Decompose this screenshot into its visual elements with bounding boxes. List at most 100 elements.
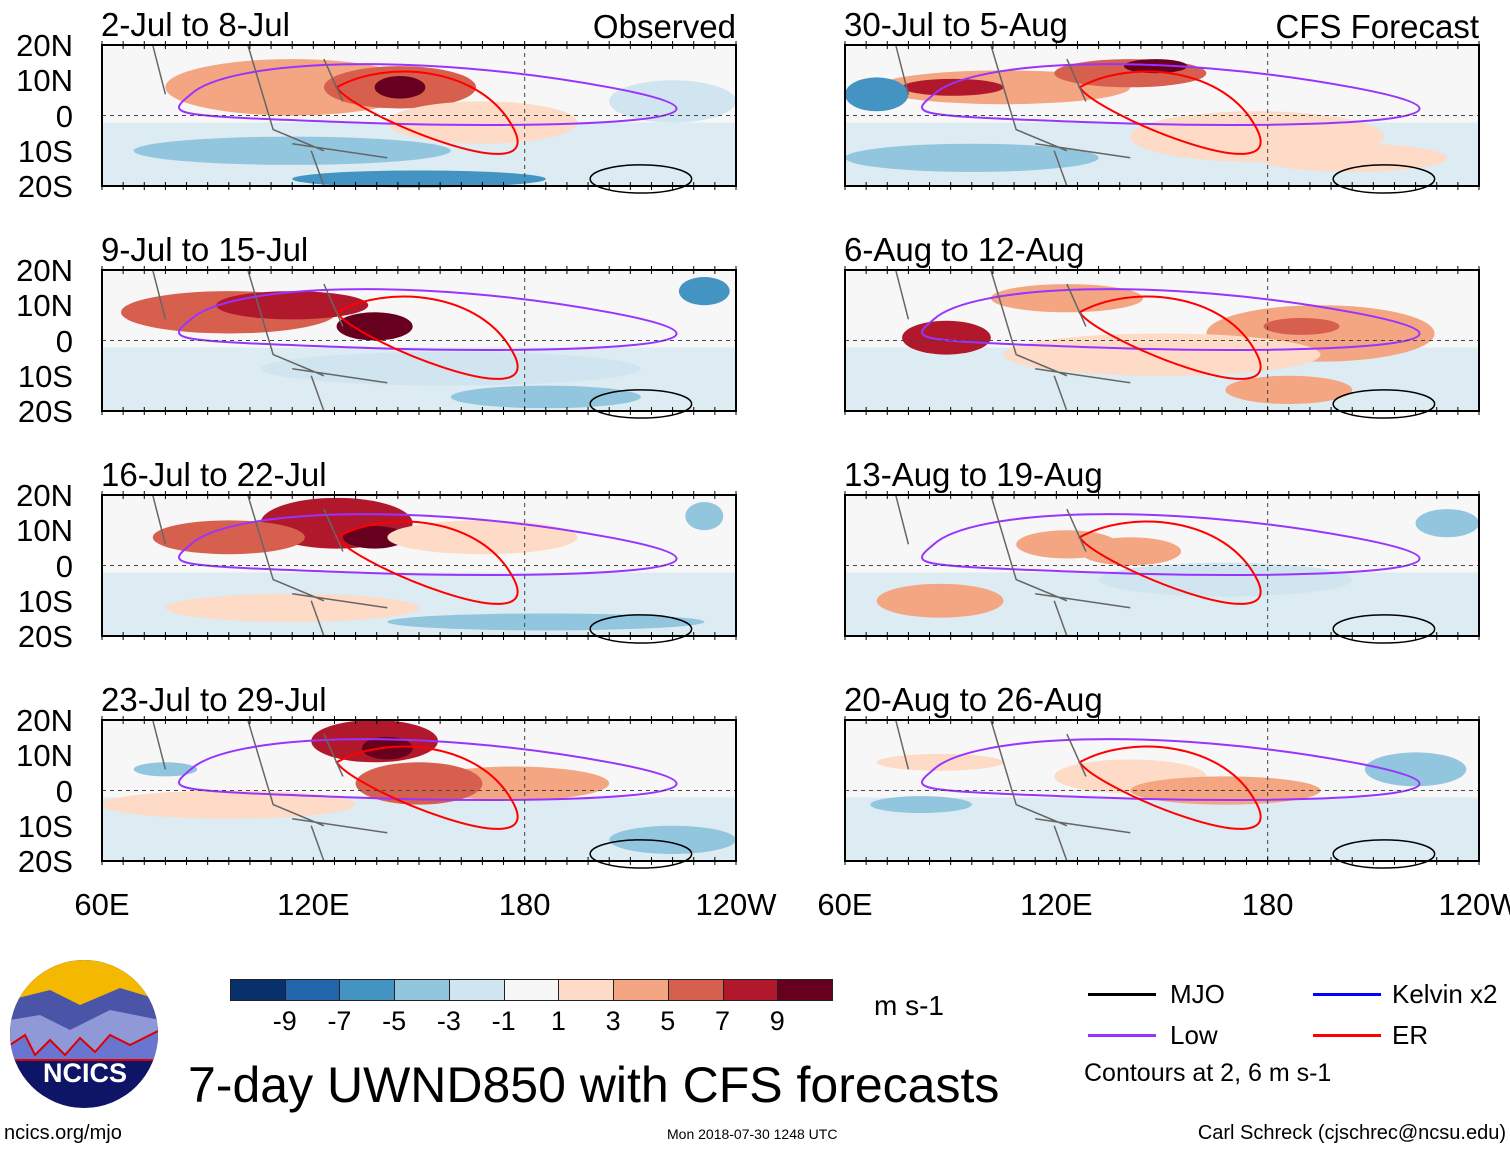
colorbar-tick: 7: [715, 1006, 731, 1036]
coastline: [894, 269, 1131, 412]
mjo-contour: [589, 839, 693, 869]
colorbar-swatch: [667, 979, 724, 1001]
coastline: [151, 494, 388, 637]
low-contour: [178, 738, 678, 802]
lat-label: 20N: [16, 703, 73, 738]
mjo-contour: [589, 614, 693, 644]
footer-url[interactable]: ncics.org/mjo: [4, 1122, 122, 1144]
colorbar-tick: 9: [769, 1006, 785, 1036]
map-panel: [844, 266, 1480, 419]
coastline: [151, 44, 388, 187]
low-contour: [921, 513, 1421, 577]
colorbar-swatch: [230, 979, 286, 1001]
panel-title: 9-Jul to 15-Jul: [101, 231, 309, 268]
anomaly-shading: [1364, 752, 1467, 787]
anomaly-shading: [387, 613, 705, 631]
anomaly-shading: [902, 78, 1004, 96]
anomaly-shading: [1098, 562, 1353, 597]
anomaly-shading: [133, 762, 198, 777]
colorbar-swatch: [284, 979, 341, 1001]
panel-title: 30-Jul to 5-Aug: [844, 6, 1068, 43]
low-contour: [921, 63, 1421, 127]
colorbar-tick: 3: [605, 1006, 621, 1036]
anomaly-shading: [450, 385, 641, 409]
anomaly-shading: [609, 80, 736, 123]
lat-label: 10S: [17, 133, 73, 169]
lat-label: 10N: [16, 63, 73, 99]
panel-title: 13-Aug to 19-Aug: [844, 456, 1103, 493]
anomaly-shading: [260, 351, 641, 386]
colorbar-swatch: [503, 979, 560, 1001]
lat-label: 10S: [17, 583, 73, 619]
colorbar-tick: -5: [382, 1006, 407, 1036]
legend-mjo: MJO: [1170, 979, 1225, 1009]
footer-timestamp: Mon 2018-07-30 1248 UTC: [667, 1126, 838, 1142]
anomaly-shading: [1415, 509, 1479, 538]
colorbar-swatch: [777, 979, 833, 1001]
lat-label: 0: [55, 548, 73, 584]
anomaly-shading: [342, 526, 407, 549]
lat-label: 10N: [16, 738, 73, 774]
anomaly-shading: [678, 277, 730, 306]
legend-kelvin-line: [1313, 993, 1381, 996]
colorbar-swatch: [394, 979, 450, 1001]
lat-label: 0: [55, 323, 73, 359]
anomaly-shading: [387, 101, 578, 144]
panel-tag: Observed: [592, 8, 736, 45]
lat-label: 20S: [17, 619, 73, 654]
low-contour: [178, 288, 678, 352]
panel-title: 23-Jul to 29-Jul: [101, 681, 327, 718]
lat-label: 20N: [16, 28, 73, 63]
er-contour: [1078, 520, 1262, 605]
map-panel: [844, 491, 1480, 644]
er-contour: [335, 745, 519, 830]
lon-label: 60E: [74, 887, 130, 922]
anomaly-shading: [1225, 375, 1353, 404]
logo-text: NCICS: [43, 1058, 127, 1088]
lat-label: 0: [55, 98, 73, 134]
coastline: [151, 269, 388, 412]
lon-label: 180: [1241, 887, 1294, 922]
er-contour: [1078, 70, 1262, 155]
colorbar-swatch: [448, 979, 505, 1001]
er-contour: [335, 520, 519, 605]
anomaly-shading: [685, 502, 724, 531]
er-contour: [335, 295, 519, 380]
legend-kelvin: Kelvin x2: [1392, 979, 1498, 1009]
anomaly-shading: [845, 77, 909, 112]
anomaly-shading: [845, 143, 1099, 172]
low-contour: [178, 63, 678, 127]
contour-note: Contours at 2, 6 m s-1: [1084, 1059, 1332, 1087]
anomaly-shading: [902, 320, 991, 355]
anomaly-shading: [216, 291, 369, 320]
lat-label: 0: [55, 773, 73, 809]
low-contour: [178, 513, 678, 577]
colorbar-swatch: [339, 979, 396, 1001]
colorbar-swatch: [722, 979, 779, 1001]
lon-label: 60E: [817, 887, 873, 922]
anomaly-shading: [102, 790, 356, 819]
figure-title: 7-day UWND850 with CFS forecasts: [188, 1057, 1000, 1113]
anomaly-shading: [133, 136, 451, 165]
lon-label: 120W: [1438, 887, 1510, 922]
map-panel: [101, 716, 737, 869]
map-panel: [101, 491, 737, 644]
colorbar-swatch: [613, 979, 669, 1001]
er-contour: [1078, 295, 1262, 380]
colorbar-tick: -3: [436, 1006, 461, 1036]
colorbar-units: m s-1: [874, 990, 944, 1021]
lon-label: 120W: [695, 887, 777, 922]
colorbar-tick: -9: [272, 1006, 297, 1036]
panel-tag: CFS Forecast: [1275, 8, 1479, 45]
coastline: [894, 719, 1131, 862]
colorbar-swatch: [558, 979, 615, 1001]
map-panel: [101, 41, 737, 194]
anomaly-shading: [336, 312, 413, 341]
legend-er: ER: [1392, 1020, 1429, 1050]
mjo-contour: [589, 164, 693, 194]
er-contour: [335, 70, 519, 155]
lon-label: 120E: [277, 887, 350, 922]
panel-title: 16-Jul to 22-Jul: [101, 456, 327, 493]
colorbar-tick: -1: [491, 1006, 516, 1036]
low-contour: [921, 738, 1421, 802]
